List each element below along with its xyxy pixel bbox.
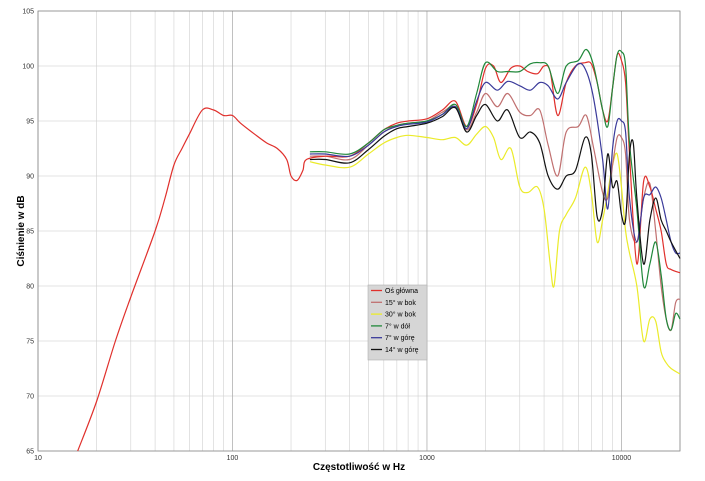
series-line-6 [309,103,681,265]
y-axis-title: Ciśnienie w dB [16,195,27,266]
x-tick-label: 100 [227,455,239,462]
series-line-3 [309,125,681,375]
y-tick-label: 75 [26,339,34,346]
series-line-5 [309,62,681,255]
y-tick-label: 90 [26,174,34,181]
y-tick-label: 105 [22,9,34,16]
legend-label: 7° w górę [385,334,415,342]
x-tick-label: 1000 [419,455,435,462]
series-line-4 [309,48,681,331]
plot-area-border [37,10,681,452]
series-lines [77,48,681,452]
legend: Oś główna 15° w bok 30° w bok 7° w dół 7° w … [367,284,428,361]
x-tick-label: 10000 [612,455,632,462]
legend-label: Oś główna [385,288,418,295]
y-tick-label: 80 [26,284,34,291]
y-tick-label: 65 [26,449,34,456]
y-tick-label: 85 [26,229,34,236]
x-tick-label: 10 [34,455,42,462]
legend-label: 30° w bok [385,311,416,319]
legend-label: 7° w dół [385,322,410,330]
legend-label: 15° w bok [385,299,416,307]
legend-box [367,284,428,361]
tick-labels: 65 70 75 80 85 90 95 100 105 10 100 1000 10000 [22,9,631,463]
legend-label: 14° w górę [385,346,419,354]
x-axis-title: Częstotliwość w Hz [313,462,405,473]
y-tick-label: 95 [26,119,34,126]
y-tick-label: 100 [22,64,34,71]
y-tick-label: 70 [26,394,34,401]
